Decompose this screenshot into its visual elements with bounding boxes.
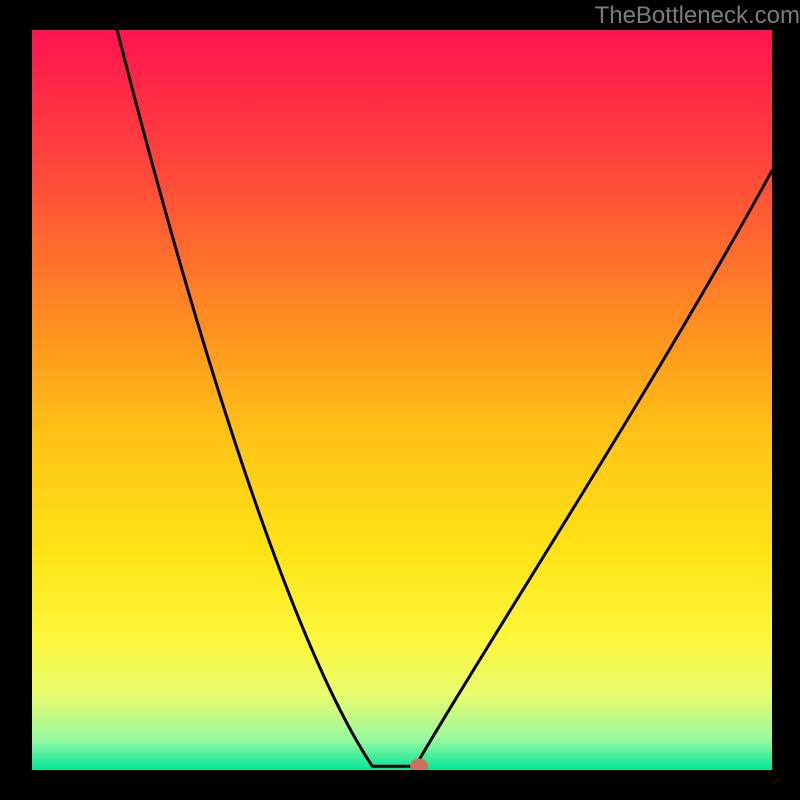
bottleneck-curve <box>117 30 772 766</box>
chart-svg <box>32 30 772 770</box>
watermark-label: TheBottleneck.com <box>595 2 800 30</box>
optimum-marker <box>410 759 428 770</box>
plot-area <box>32 30 772 770</box>
